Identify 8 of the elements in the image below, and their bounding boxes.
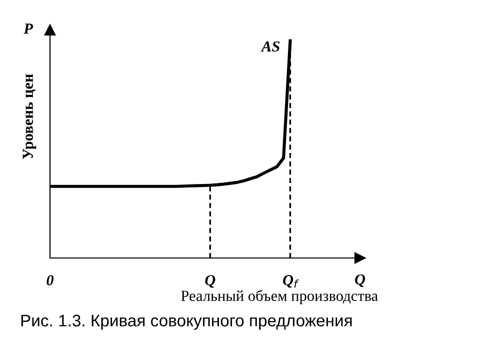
text: P	[24, 24, 34, 34]
series-label: AS	[260, 41, 280, 52]
x-tick-label: Q$_{f}$	[283, 275, 299, 288]
x-axis-title: Реальный объем производства	[181, 290, 378, 304]
y-axis-title: Уровень цен	[22, 74, 36, 160]
x-tick-label: 0	[46, 275, 54, 286]
x-tick-label: Q	[205, 275, 216, 288]
text: Рис. 1.3. Кривая совокупного предложения	[21, 314, 352, 330]
